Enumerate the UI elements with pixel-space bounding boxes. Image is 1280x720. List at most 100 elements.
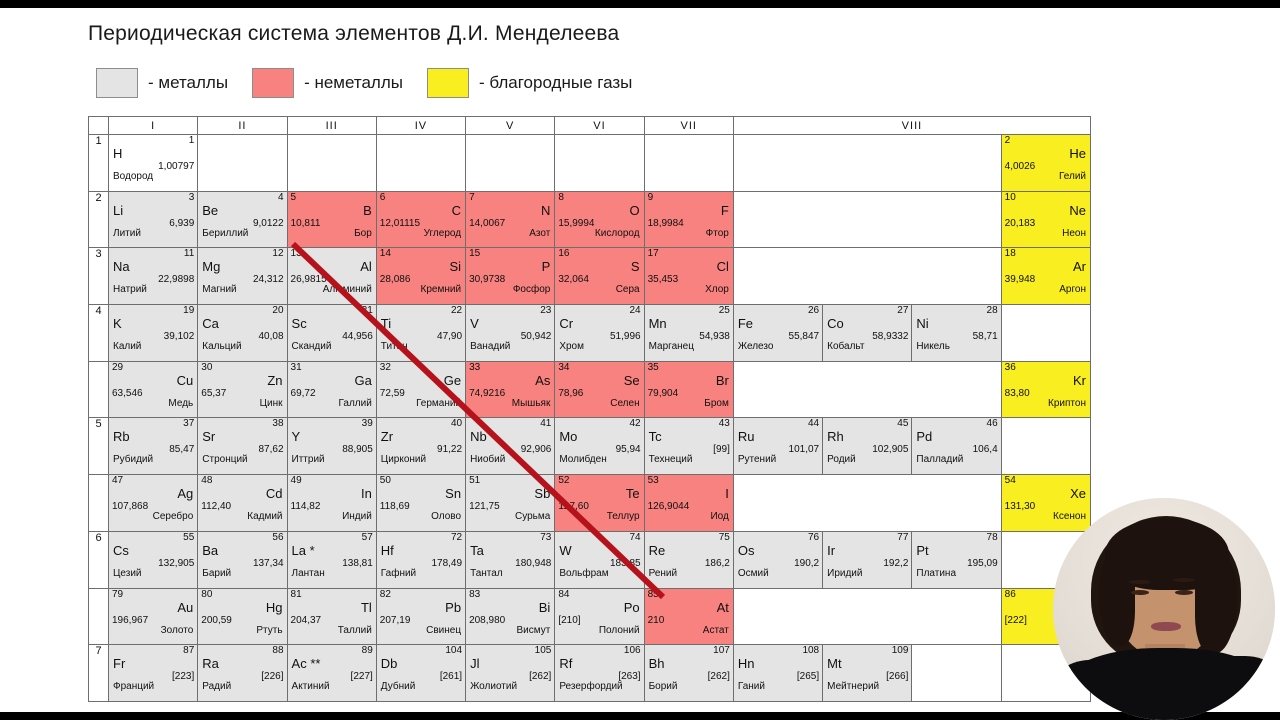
element-cell-Tl[interactable]: 81 Tl 204,37 Таллий — [286, 587, 377, 646]
element-cell-Po[interactable]: 84 Po [210] Полоний — [554, 587, 645, 646]
element-symbol: Ni — [916, 316, 929, 332]
element-cell-Rf[interactable]: 106 Rf [263] Резерфордий — [554, 644, 645, 702]
element-cell-B[interactable]: 5 B 10,811 Бор — [286, 190, 377, 249]
element-cell-Ar[interactable]: 18 Ar 39,948 Аргон — [1000, 247, 1092, 306]
element-cell-S[interactable]: 16 S 32,064 Сера — [554, 247, 645, 306]
element-name: Барий — [202, 567, 232, 579]
element-cell-Bi[interactable]: 83 Bi 208,980 Висмут — [465, 587, 556, 646]
element-cell-Bh[interactable]: 107 Bh [262] Борий — [643, 644, 734, 702]
element-cell-He[interactable]: 2 He 4,0026 Гелий — [1000, 134, 1092, 192]
element-cell-Be[interactable]: 4 Be 9,0122 Бериллий — [197, 190, 288, 249]
element-cell-As[interactable]: 33 As 74,9216 Мышьяк — [465, 360, 556, 419]
element-cell-Re[interactable]: 75 Re 186,2 Рений — [643, 530, 734, 589]
element-atomic-number: 82 — [379, 588, 391, 600]
element-cell-Ni[interactable]: 28 Ni 58,71 Никель — [911, 304, 1002, 362]
element-name: Титан — [380, 341, 408, 353]
element-cell-Al[interactable]: 13 Al 26,9815 Алюминий — [286, 247, 377, 306]
element-atomic-mass: [210] — [558, 614, 581, 626]
element-atomic-number: 45 — [897, 418, 909, 430]
element-cell-N[interactable]: 7 N 14,0067 Азот — [465, 190, 556, 249]
element-cell-Na[interactable]: 11 Na 22,9898 Натрий — [107, 247, 199, 306]
element-cell-Y[interactable]: 39 Y 88,905 Иттрий — [286, 417, 377, 476]
element-cell-At[interactable]: 85 At 210 Астат — [643, 587, 734, 646]
element-cell-Ba[interactable]: 56 Ba 137,34 Барий — [197, 530, 288, 589]
element-cell-Ag[interactable]: 47 Ag 107,868 Серебро — [107, 474, 199, 532]
element-cell-F[interactable]: 9 F 18,9984 Фтор — [643, 190, 734, 249]
element-cell-Li[interactable]: 3 Li 6,939 Литий — [107, 190, 199, 249]
element-name: Иттрий — [291, 454, 325, 466]
element-atomic-mass: 83,80 — [1004, 387, 1030, 399]
element-atomic-mass: 30,9738 — [469, 274, 506, 286]
element-cell-Cs[interactable]: 55 Cs 132,905 Цезий — [107, 530, 199, 589]
element-cell-Cd[interactable]: 48 Cd 112,40 Кадмий — [197, 474, 288, 532]
element-atomic-mass: 1,00797 — [158, 161, 195, 172]
element-cell-Ta[interactable]: 73 Ta 180,948 Тантал — [465, 530, 556, 589]
element-cell-P[interactable]: 15 P 30,9738 Фосфор — [465, 247, 556, 306]
element-cell-Hg[interactable]: 80 Hg 200,59 Ртуть — [197, 587, 288, 646]
period-label-3: 4 — [88, 304, 109, 362]
element-cell-Hf[interactable]: 72 Hf 178,49 Гафний — [375, 530, 467, 589]
presenter-video-bubble[interactable] — [1053, 498, 1275, 720]
element-cell-Os[interactable]: 76 Os 190,2 Осмий — [732, 530, 824, 589]
element-cell-Mo[interactable]: 42 Mo 95,94 Молибден — [554, 417, 645, 476]
legend-item-2: - благородные газы — [427, 68, 656, 98]
element-cell-Pt[interactable]: 78 Pt 195,09 Платина — [911, 530, 1002, 589]
element-cell-Zr[interactable]: 40 Zr 91,22 Цирконий — [375, 417, 467, 476]
element-cell-K[interactable]: 19 K 39,102 Калий — [107, 304, 199, 362]
element-cell-In[interactable]: 49 In 114,82 Индий — [286, 474, 377, 532]
element-cell-Au[interactable]: 79 Au 196,967 Золото — [107, 587, 199, 646]
element-cell-Rh[interactable]: 45 Rh 102,905 Родий — [822, 417, 913, 476]
element-symbol: P — [541, 259, 551, 275]
element-cell-Nb[interactable]: 41 Nb 92,906 Ниобий — [465, 417, 556, 476]
element-atomic-mass: 26,9815 — [290, 274, 327, 286]
element-cell-Mt[interactable]: 109 Mt [266] Мейтнерий — [822, 644, 913, 702]
element-atomic-number: 79 — [112, 588, 124, 600]
element-cell-Cr[interactable]: 24 Cr 51,996 Хром — [554, 304, 645, 362]
element-cell-Fr[interactable]: 87 Fr [223] Франций — [107, 644, 199, 702]
element-cell-Fe[interactable]: 26 Fe 55,847 Железо — [732, 304, 824, 362]
element-atomic-number: 2 — [1004, 135, 1011, 146]
element-cell-Sr[interactable]: 38 Sr 87,62 Стронций — [197, 417, 288, 476]
element-cell-Co[interactable]: 27 Co 58,9332 Кобальт — [822, 304, 913, 362]
element-cell-Zn[interactable]: 30 Zn 65,37 Цинк — [197, 360, 288, 419]
element-atomic-mass: 69,72 — [290, 387, 316, 399]
table-row: 7 87 Fr [223] Франций 88 Ra [226] Радий 89 Ac ** [2… — [88, 644, 1092, 702]
element-cell-Ra[interactable]: 88 Ra [226] Радий — [197, 644, 288, 702]
element-cell-Ru[interactable]: 44 Ru 101,07 Рутений — [732, 417, 824, 476]
element-cell-Ne[interactable]: 10 Ne 20,183 Неон — [1000, 190, 1092, 249]
element-cell-Ge[interactable]: 32 Ge 72,59 Германий — [375, 360, 467, 419]
element-cell-Si[interactable]: 14 Si 28,086 Кремний — [375, 247, 467, 306]
element-cell-Ti[interactable]: 22 Ti 47,90 Титан — [375, 304, 467, 362]
element-cell-O[interactable]: 8 O 15,9994 Кислород — [554, 190, 645, 249]
element-cell-Se[interactable]: 34 Se 78,96 Селен — [554, 360, 645, 419]
element-cell-Hn[interactable]: 108 Hn [265] Ганий — [732, 644, 824, 702]
element-cell-Jl[interactable]: 105 Jl [262] Жолиотий — [465, 644, 556, 702]
element-cell-Ir[interactable]: 77 Ir 192,2 Иридий — [822, 530, 913, 589]
element-cell-Ca[interactable]: 20 Ca 40,08 Кальций — [197, 304, 288, 362]
element-cell-Kr[interactable]: 36 Kr 83,80 Криптон — [1000, 360, 1092, 419]
element-cell-La *[interactable]: 57 La * 138,81 Лантан — [286, 530, 377, 589]
element-cell-H[interactable]: 1 H 1,00797 Водород — [107, 134, 199, 192]
element-cell-Ga[interactable]: 31 Ga 69,72 Галлий — [286, 360, 377, 419]
element-cell-V[interactable]: 23 V 50,942 Ванадий — [465, 304, 556, 362]
element-cell-Ac **[interactable]: 89 Ac ** [227] Актиний — [286, 644, 377, 702]
element-name: Осмий — [737, 567, 769, 579]
element-cell-Te[interactable]: 52 Te 127,60 Теллур — [554, 474, 645, 532]
element-cell-Tc[interactable]: 43 Tc [99] Технеций — [643, 417, 734, 476]
element-cell-W[interactable]: 74 W 183,85 Вольфрам — [554, 530, 645, 589]
element-cell-Sc[interactable]: 21 Sc 44,956 Скандий — [286, 304, 377, 362]
element-cell-Mg[interactable]: 12 Mg 24,312 Магний — [197, 247, 288, 306]
element-cell-Mn[interactable]: 25 Mn 54,938 Марганец — [643, 304, 734, 362]
element-atomic-number: 89 — [361, 645, 373, 657]
element-cell-C[interactable]: 6 C 12,01115 Углерод — [375, 190, 467, 249]
element-cell-Db[interactable]: 104 Db [261] Дубний — [375, 644, 467, 702]
element-cell-Cl[interactable]: 17 Cl 35,453 Хлор — [643, 247, 734, 306]
element-cell-Sb[interactable]: 51 Sb 121,75 Сурьма — [465, 474, 556, 532]
element-cell-Cu[interactable]: 29 Cu 63,546 Медь — [107, 360, 199, 419]
element-cell-Sn[interactable]: 50 Sn 118,69 Олово — [375, 474, 467, 532]
element-cell-I[interactable]: 53 I 126,9044 Иод — [643, 474, 734, 532]
element-cell-Pd[interactable]: 46 Pd 106,4 Палладий — [911, 417, 1002, 476]
element-cell-Rb[interactable]: 37 Rb 85,47 Рубидий — [107, 417, 199, 476]
element-cell-Br[interactable]: 35 Br 79,904 Бром — [643, 360, 734, 419]
element-cell-Pb[interactable]: 82 Pb 207,19 Свинец — [375, 587, 467, 646]
